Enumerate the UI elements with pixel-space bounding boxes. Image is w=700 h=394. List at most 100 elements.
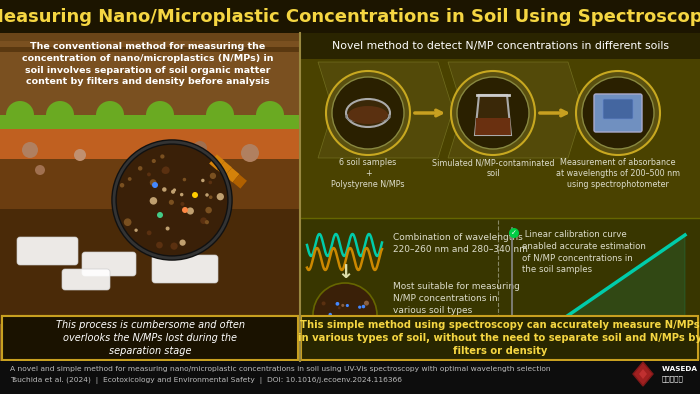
Circle shape <box>205 220 209 224</box>
Circle shape <box>457 77 529 149</box>
Circle shape <box>156 242 163 248</box>
Text: This simple method using spectroscopy can accurately measure N/MPs
in various ty: This simple method using spectroscopy ca… <box>298 320 700 356</box>
Text: ↓: ↓ <box>337 264 354 282</box>
Circle shape <box>134 229 138 232</box>
Text: The conventional method for measuring the
concentration of nano/microplastics (N: The conventional method for measuring th… <box>22 42 274 86</box>
Circle shape <box>576 71 660 155</box>
Circle shape <box>152 159 156 163</box>
Circle shape <box>147 230 151 235</box>
FancyBboxPatch shape <box>2 316 298 360</box>
Circle shape <box>217 193 224 200</box>
Circle shape <box>326 71 410 155</box>
Circle shape <box>181 202 184 206</box>
Text: Linear calibration curve
enabled accurate estimation
of N/MP concentrations in
t: Linear calibration curve enabled accurat… <box>522 230 646 274</box>
Circle shape <box>192 192 198 198</box>
Polygon shape <box>639 369 647 379</box>
FancyBboxPatch shape <box>594 94 642 132</box>
Circle shape <box>205 193 209 197</box>
Text: ✓: ✓ <box>511 230 517 236</box>
Text: A novel and simple method for measuring nano/microplastic concentrations in soil: A novel and simple method for measuring … <box>10 366 551 372</box>
Circle shape <box>157 212 163 218</box>
Circle shape <box>358 306 361 309</box>
Circle shape <box>346 334 349 337</box>
FancyBboxPatch shape <box>301 316 698 360</box>
Circle shape <box>321 301 326 305</box>
Polygon shape <box>475 118 511 135</box>
Circle shape <box>114 142 230 258</box>
Circle shape <box>350 315 355 321</box>
Text: Tsuchida et al. (2024)  |  Ecotoxicology and Environmental Safety  |  DOI: 10.10: Tsuchida et al. (2024) | Ecotoxicology a… <box>10 377 402 385</box>
Circle shape <box>147 173 151 177</box>
Circle shape <box>96 101 124 129</box>
Circle shape <box>162 187 167 192</box>
Ellipse shape <box>348 106 388 124</box>
Circle shape <box>150 197 158 204</box>
Circle shape <box>241 144 259 162</box>
FancyBboxPatch shape <box>152 255 218 283</box>
Circle shape <box>451 71 535 155</box>
Circle shape <box>162 166 169 174</box>
Circle shape <box>328 313 332 316</box>
Text: Measuring Nano/Microplastic Concentrations in Soil Using Spectroscopy: Measuring Nano/Microplastic Concentratio… <box>0 7 700 26</box>
FancyBboxPatch shape <box>2 316 298 360</box>
Text: Measurement of absorbance
at wavelengths of 200–500 nm
using spectrophotometer: Measurement of absorbance at wavelengths… <box>556 158 680 189</box>
FancyBboxPatch shape <box>0 47 300 52</box>
Circle shape <box>138 166 142 171</box>
Circle shape <box>116 144 228 256</box>
FancyBboxPatch shape <box>0 361 700 394</box>
FancyBboxPatch shape <box>300 33 700 218</box>
Circle shape <box>35 165 45 175</box>
Circle shape <box>180 240 183 244</box>
Circle shape <box>162 168 167 174</box>
Circle shape <box>201 179 204 182</box>
Text: Most suitable for measuring
N/MP concentrations in
various soil types: Most suitable for measuring N/MP concent… <box>393 282 520 314</box>
Circle shape <box>338 307 341 309</box>
Polygon shape <box>217 161 232 176</box>
Circle shape <box>152 182 158 188</box>
Text: Novel method to detect N/MP concentrations in different soils: Novel method to detect N/MP concentratio… <box>332 41 668 51</box>
Polygon shape <box>633 362 653 386</box>
FancyBboxPatch shape <box>300 218 700 360</box>
Circle shape <box>173 188 176 191</box>
Circle shape <box>343 322 349 328</box>
FancyBboxPatch shape <box>0 115 300 143</box>
Circle shape <box>179 240 186 246</box>
Circle shape <box>22 142 38 158</box>
Circle shape <box>341 324 345 328</box>
Circle shape <box>362 305 365 309</box>
Circle shape <box>509 228 519 238</box>
Circle shape <box>46 101 74 129</box>
Circle shape <box>322 327 326 331</box>
Circle shape <box>187 207 194 215</box>
Circle shape <box>200 217 207 224</box>
Circle shape <box>193 141 207 155</box>
Circle shape <box>342 304 344 307</box>
Circle shape <box>171 190 175 194</box>
Text: Combination of wavelengths
220–260 nm and 280–340 nm: Combination of wavelengths 220–260 nm an… <box>393 233 528 254</box>
Circle shape <box>210 173 216 179</box>
Circle shape <box>171 242 178 250</box>
Circle shape <box>335 302 340 306</box>
Circle shape <box>183 178 186 181</box>
Circle shape <box>340 320 344 324</box>
Text: This process is cumbersome and often
overlooks the N/MPs lost during the
separat: This process is cumbersome and often ove… <box>55 320 244 356</box>
Circle shape <box>150 179 156 186</box>
Text: 6 soil samples
+
Polystyrene N/MPs: 6 soil samples + Polystyrene N/MPs <box>331 158 405 189</box>
Polygon shape <box>512 235 685 354</box>
Circle shape <box>206 101 234 129</box>
Circle shape <box>180 193 183 196</box>
FancyBboxPatch shape <box>0 0 700 33</box>
Circle shape <box>6 101 34 129</box>
Circle shape <box>332 77 404 149</box>
Circle shape <box>182 207 188 213</box>
Circle shape <box>333 334 336 337</box>
FancyBboxPatch shape <box>62 269 110 290</box>
FancyBboxPatch shape <box>0 159 300 209</box>
Circle shape <box>205 207 212 214</box>
Circle shape <box>346 304 349 307</box>
Circle shape <box>209 195 213 199</box>
Circle shape <box>582 77 654 149</box>
Circle shape <box>313 283 377 347</box>
Circle shape <box>124 218 132 226</box>
Circle shape <box>128 177 132 181</box>
